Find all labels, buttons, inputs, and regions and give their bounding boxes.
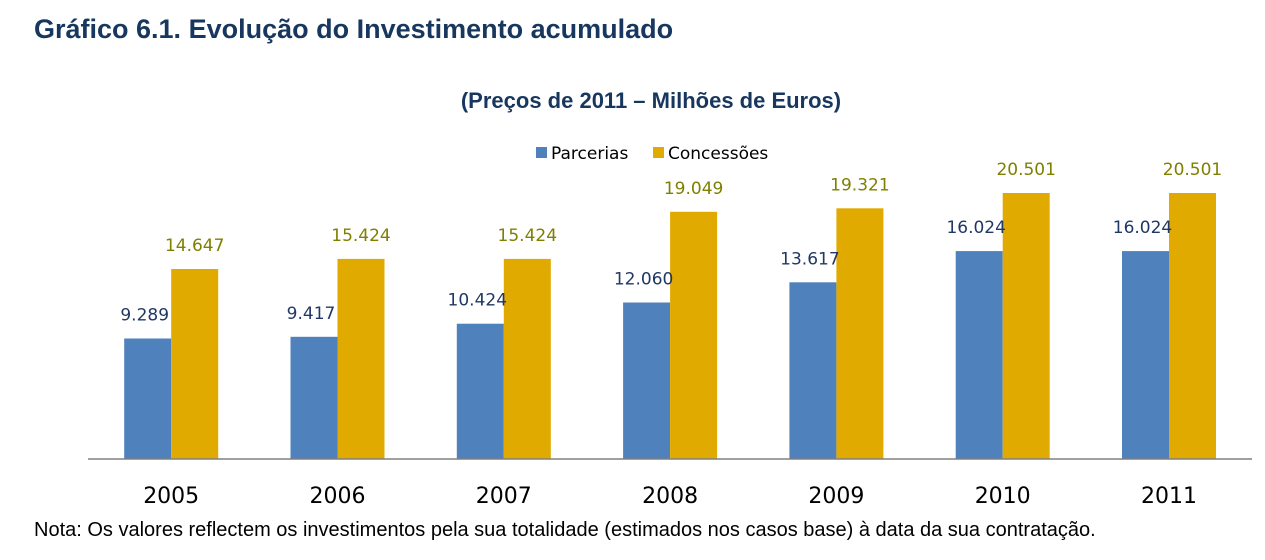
bar-concessoes-2005 <box>171 269 219 459</box>
legend-swatch-parcerias <box>536 147 547 158</box>
value-label-parcerias-2008: 12.060 <box>614 270 673 290</box>
chart-subtitle: (Preços de 2011 – Milhões de Euros) <box>461 88 841 113</box>
x-tick-label-2009: 2009 <box>808 484 864 509</box>
legend-swatch-concessoes <box>653 147 664 158</box>
bar-parcerias-2010 <box>955 251 1003 459</box>
value-label-parcerias-2011: 16.024 <box>1113 218 1172 238</box>
figure-title: Gráfico 6.1. Evolução do Investimento ac… <box>34 14 674 44</box>
value-label-concessoes-2008: 19.049 <box>664 179 723 199</box>
bar-parcerias-2008 <box>623 302 671 459</box>
bar-parcerias-2009 <box>789 282 837 459</box>
value-label-concessoes-2006: 15.424 <box>331 226 390 246</box>
x-tick-label-2010: 2010 <box>975 484 1031 509</box>
x-tick-labels: 2005 2006 2007 2008 2009 2010 2011 <box>143 484 1197 509</box>
value-labels-group: 9.289 14.647 9.417 15.424 10.424 15.424 12.060… <box>120 160 1222 326</box>
bars-group <box>124 193 1216 459</box>
legend-label-parcerias: Parcerias <box>551 144 628 164</box>
x-tick-label-2005: 2005 <box>143 484 199 509</box>
bar-concessoes-2009 <box>836 208 884 459</box>
legend-label-concessoes: Concessões <box>668 144 768 164</box>
bar-parcerias-2005 <box>124 338 172 459</box>
bar-concessoes-2011 <box>1169 193 1216 459</box>
bar-concessoes-2008 <box>670 211 718 459</box>
value-label-concessoes-2007: 15.424 <box>498 226 557 246</box>
value-label-parcerias-2009: 13.617 <box>780 249 839 269</box>
value-label-concessoes-2009: 19.321 <box>830 175 889 195</box>
value-label-parcerias-2006: 9.417 <box>287 304 336 324</box>
footnote: Nota: Os valores reflectem os investimen… <box>34 519 1096 541</box>
value-label-parcerias-2005: 9.289 <box>120 306 169 326</box>
bar-parcerias-2011 <box>1122 251 1169 459</box>
x-tick-label-2008: 2008 <box>642 484 698 509</box>
bar-parcerias-2006 <box>290 336 338 459</box>
value-label-parcerias-2010: 16.024 <box>946 218 1005 238</box>
x-tick-label-2011: 2011 <box>1141 484 1197 509</box>
bar-concessoes-2007 <box>503 258 551 459</box>
bar-concessoes-2010 <box>1002 193 1050 459</box>
bar-chart: (Preços de 2011 – Milhões de Euros) Parc… <box>88 88 1252 509</box>
x-tick-label-2006: 2006 <box>310 484 366 509</box>
x-tick-label-2007: 2007 <box>476 484 532 509</box>
value-label-concessoes-2005: 14.647 <box>165 236 224 256</box>
value-label-concessoes-2011: 20.501 <box>1163 160 1222 180</box>
value-label-parcerias-2007: 10.424 <box>448 291 507 311</box>
bar-parcerias-2007 <box>456 323 504 459</box>
legend: Parcerias Concessões <box>536 144 768 164</box>
bar-concessoes-2006 <box>337 258 385 459</box>
value-label-concessoes-2010: 20.501 <box>996 160 1055 180</box>
